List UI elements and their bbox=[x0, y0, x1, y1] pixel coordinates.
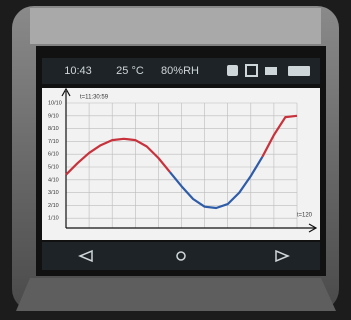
status-time: 10:43 bbox=[64, 65, 92, 77]
icon-print[interactable] bbox=[265, 67, 277, 75]
y-tick-label: 3/10 bbox=[48, 190, 59, 196]
y-tick-label: 8/10 bbox=[48, 126, 59, 132]
x-end-label: t=120 bbox=[297, 213, 313, 219]
icon-battery bbox=[288, 66, 310, 76]
status-temperature: 25 °C bbox=[116, 65, 144, 77]
status-humidity: 80%RH bbox=[161, 65, 199, 77]
page: {"status_bar": {"time": "10:43", "temper… bbox=[0, 0, 351, 315]
y-tick-label: 2/10 bbox=[48, 203, 59, 209]
nav-bar bbox=[42, 242, 320, 270]
y-tick-label: 1/10 bbox=[48, 216, 59, 222]
y-tick-label: 10/10 bbox=[48, 100, 62, 106]
y-tick-label: 4/10 bbox=[48, 177, 59, 183]
y-tick-label: 5/10 bbox=[48, 164, 59, 170]
device: 10:43 25 °C 80%RH t=11:30:59 t=120 1/10 2… bbox=[0, 0, 351, 315]
time-label: t=11:30:59 bbox=[80, 95, 109, 101]
bezel-top bbox=[30, 8, 321, 44]
chart-area bbox=[42, 88, 320, 240]
y-tick-label: 7/10 bbox=[48, 139, 59, 145]
bezel-bottom bbox=[16, 278, 336, 311]
icon-sync[interactable] bbox=[227, 65, 238, 76]
y-tick-label: 9/10 bbox=[48, 113, 59, 119]
y-tick-label: 6/10 bbox=[48, 152, 59, 158]
